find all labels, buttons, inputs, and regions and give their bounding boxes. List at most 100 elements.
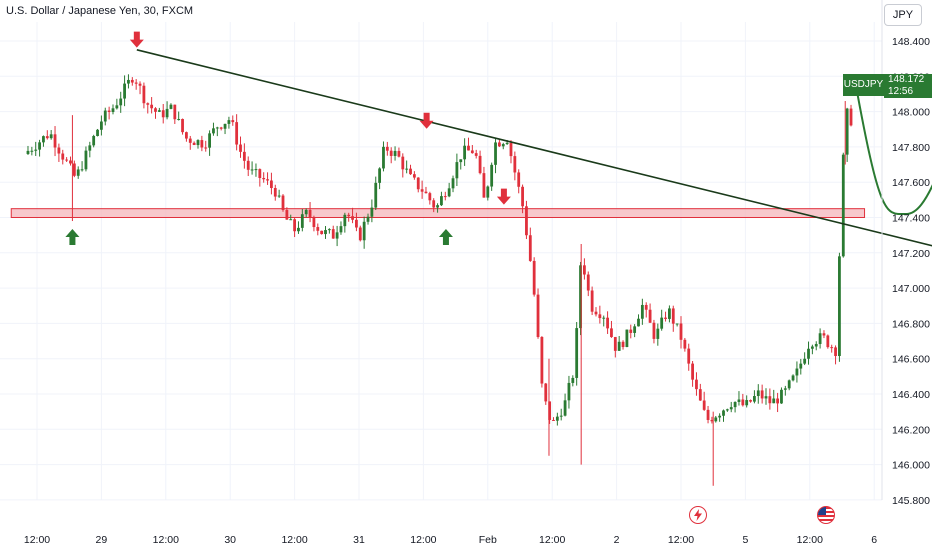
flash-icon[interactable]: [689, 506, 707, 524]
price-tick-label: 145.800: [892, 495, 930, 507]
candle: [185, 131, 188, 142]
candle: [725, 408, 729, 412]
candle-body: [617, 341, 621, 351]
candle-body: [80, 169, 84, 171]
candle: [281, 194, 285, 212]
candle-body: [598, 314, 602, 319]
candle-body: [397, 150, 401, 157]
candle: [134, 79, 138, 90]
time-tick-label: 29: [96, 534, 108, 546]
candle: [208, 130, 211, 156]
arrow-down-icon: [496, 188, 511, 205]
candle-body: [656, 328, 660, 339]
candle-body: [440, 196, 443, 206]
candle-body: [111, 108, 115, 113]
candle: [266, 172, 269, 185]
candle-body: [490, 164, 494, 187]
us-flag-icon[interactable]: [817, 506, 835, 524]
candle: [671, 305, 675, 332]
candle-body: [664, 317, 667, 319]
candle: [397, 147, 401, 158]
candle: [130, 77, 134, 86]
candle: [443, 191, 447, 201]
forecast-curve: [853, 79, 932, 216]
candle: [424, 186, 428, 194]
forecast-path[interactable]: [853, 39, 932, 216]
candle: [127, 74, 130, 89]
candle-body: [358, 227, 362, 241]
candle-body: [741, 399, 745, 406]
candle-body: [695, 379, 698, 390]
candle: [749, 399, 752, 403]
trendline[interactable]: [136, 49, 932, 247]
candle-body: [235, 122, 239, 145]
candle-body: [53, 134, 57, 148]
candle: [242, 143, 246, 169]
candle-body: [756, 390, 760, 397]
candle-body: [602, 317, 606, 319]
candle-body: [84, 150, 88, 170]
candle-body: [501, 144, 505, 147]
candle-body: [150, 104, 154, 109]
candle: [729, 401, 733, 413]
candle: [142, 82, 146, 109]
candle: [277, 189, 281, 198]
candle: [177, 111, 181, 121]
candle-body: [223, 123, 227, 129]
candle-body: [579, 265, 582, 329]
candle-body: [787, 380, 791, 389]
candle: [745, 395, 749, 408]
candle-body: [783, 388, 787, 390]
time-tick-label: 6: [871, 534, 877, 546]
candle: [308, 201, 312, 223]
candle: [606, 311, 609, 334]
time-axis[interactable]: 12:00 29 12:00 30 12:00 31 12:00 Feb 12:00 2 12:00…: [0, 521, 932, 546]
candle: [714, 416, 718, 423]
bar-countdown: 12:56: [888, 86, 914, 97]
candle-body: [679, 323, 683, 340]
candle-body: [289, 219, 293, 221]
candle-body: [188, 138, 192, 143]
currency-button[interactable]: JPY: [884, 4, 922, 26]
candle: [575, 321, 579, 386]
candle: [92, 134, 96, 148]
marker-layer: [65, 31, 511, 246]
candle: [270, 172, 273, 195]
candle: [780, 387, 783, 404]
candle: [34, 141, 38, 156]
candle-body: [324, 230, 327, 235]
candle-body: [61, 153, 65, 160]
candle: [80, 161, 84, 172]
candle-body: [528, 235, 532, 261]
candle: [293, 217, 296, 238]
candle: [664, 311, 667, 322]
candle-body: [463, 145, 467, 160]
candle: [262, 172, 266, 183]
candle: [312, 215, 316, 232]
candle-body: [169, 104, 173, 109]
candle: [150, 97, 154, 114]
candle-body: [814, 343, 818, 347]
candle: [436, 203, 439, 213]
candle: [640, 298, 644, 325]
candle-body: [69, 160, 72, 164]
candle: [838, 252, 841, 362]
candle: [246, 156, 250, 177]
candle-body: [791, 375, 795, 381]
time-tick-label: 31: [353, 534, 365, 546]
candle: [753, 390, 756, 404]
candle-body: [621, 341, 625, 348]
candle-body: [192, 142, 196, 146]
candle-body: [107, 110, 111, 113]
candle-body: [474, 153, 478, 156]
candle: [405, 160, 409, 174]
candle: [53, 126, 57, 157]
candle: [637, 314, 640, 327]
price-tick-label: 148.400: [892, 36, 930, 48]
candle-body: [525, 206, 528, 236]
candle: [324, 226, 327, 239]
price-tick-label: 147.600: [892, 177, 930, 189]
candle-body: [370, 207, 374, 217]
candle-body: [459, 159, 463, 163]
